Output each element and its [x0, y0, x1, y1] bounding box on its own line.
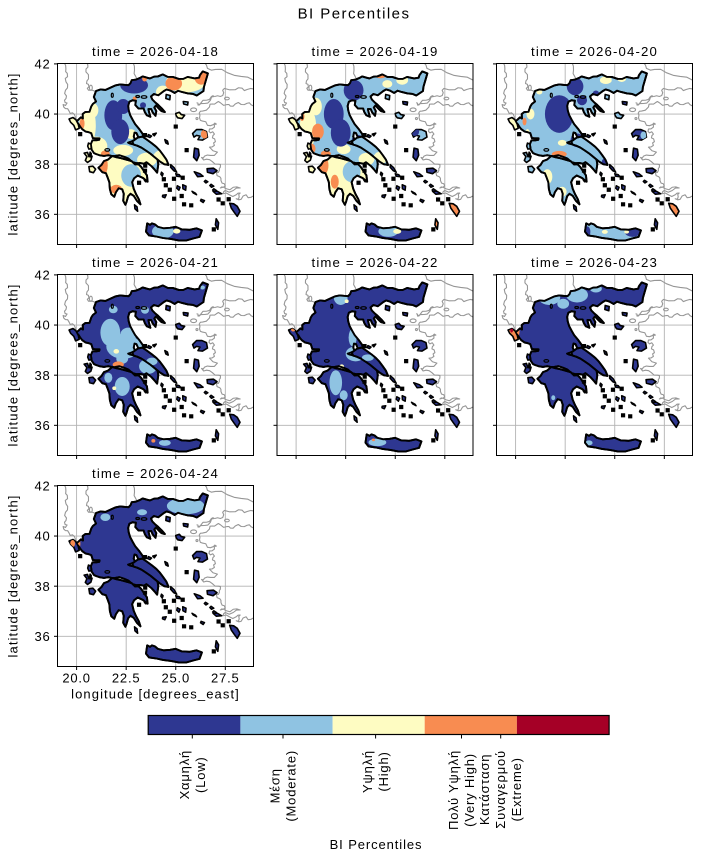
svg-text:longitude [degrees_east]: longitude [degrees_east]	[71, 687, 240, 702]
svg-text:(Extreme): (Extreme)	[509, 757, 524, 821]
svg-text:Χαμηλή: Χαμηλή	[177, 750, 192, 799]
svg-text:time = 2026-04-19: time = 2026-04-19	[312, 44, 439, 59]
svg-text:Μέση: Μέση	[268, 768, 283, 803]
svg-text:38: 38	[34, 157, 50, 172]
svg-text:time = 2026-04-18: time = 2026-04-18	[92, 44, 219, 59]
svg-text:(Very High): (Very High)	[462, 753, 477, 827]
svg-text:(Moderate): (Moderate)	[284, 750, 299, 822]
svg-text:20.0: 20.0	[62, 670, 91, 685]
svg-text:27.5: 27.5	[211, 670, 240, 685]
svg-text:40: 40	[34, 318, 50, 333]
svg-text:time = 2026-04-21: time = 2026-04-21	[92, 255, 219, 270]
svg-text:BI Percentiles: BI Percentiles	[330, 837, 423, 852]
svg-text:38: 38	[34, 579, 50, 594]
svg-text:36: 36	[34, 207, 50, 222]
svg-text:latitude [degrees_north]: latitude [degrees_north]	[6, 73, 21, 236]
svg-text:40: 40	[34, 529, 50, 544]
svg-text:latitude [degrees_north]: latitude [degrees_north]	[6, 495, 21, 658]
svg-text:Συναγερμού: Συναγερμού	[493, 750, 508, 829]
svg-text:Κατάσταση: Κατάσταση	[477, 754, 492, 825]
svg-text:time = 2026-04-23: time = 2026-04-23	[531, 255, 658, 270]
svg-text:42: 42	[34, 479, 50, 494]
svg-text:(High): (High)	[376, 751, 391, 791]
svg-text:Υψηλή: Υψηλή	[360, 750, 375, 793]
svg-text:time = 2026-04-24: time = 2026-04-24	[92, 466, 219, 481]
svg-text:latitude [degrees_north]: latitude [degrees_north]	[6, 284, 21, 447]
svg-text:Πολύ Υψηλή: Πολύ Υψηλή	[446, 750, 461, 830]
svg-text:time = 2026-04-20: time = 2026-04-20	[531, 44, 658, 59]
svg-text:25.0: 25.0	[161, 670, 190, 685]
svg-text:40: 40	[34, 107, 50, 122]
svg-text:42: 42	[34, 268, 50, 283]
svg-text:42: 42	[34, 57, 50, 72]
svg-text:BI Percentiles: BI Percentiles	[298, 5, 411, 22]
svg-text:36: 36	[34, 629, 50, 644]
svg-text:(Low): (Low)	[193, 756, 208, 793]
svg-text:22.5: 22.5	[112, 670, 141, 685]
svg-text:36: 36	[34, 418, 50, 433]
svg-text:time = 2026-04-22: time = 2026-04-22	[312, 255, 439, 270]
svg-text:38: 38	[34, 368, 50, 383]
